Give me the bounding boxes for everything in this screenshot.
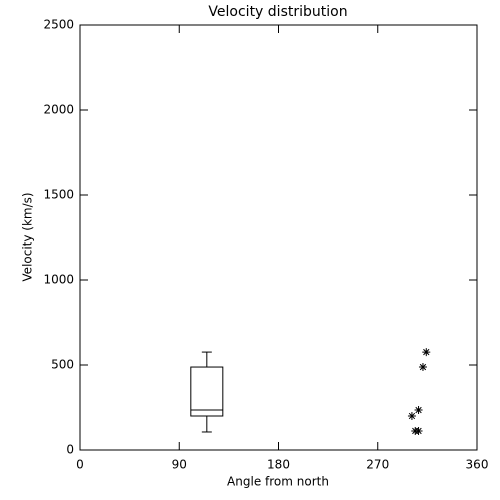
y-axis-label: Velocity (km/s)	[21, 192, 35, 281]
point	[414, 406, 423, 415]
x-tick-label: 90	[172, 458, 187, 472]
y-tick-label: 500	[51, 358, 74, 372]
x-axis-label: Angle from north	[227, 475, 329, 489]
x-tick-label: 180	[267, 458, 290, 472]
box	[190, 366, 224, 417]
point	[418, 363, 427, 372]
y-tick-label: 0	[66, 443, 74, 457]
point	[422, 348, 431, 357]
point	[407, 412, 416, 420]
x-tick-label: 360	[466, 458, 489, 472]
y-tick-label: 1500	[43, 188, 74, 202]
y-tick-label: 2500	[43, 18, 74, 32]
x-tick-label: 0	[76, 458, 84, 472]
y-tick-label: 2000	[43, 103, 74, 117]
plot-frame	[79, 24, 478, 451]
y-tick-label: 1000	[43, 273, 74, 287]
point	[414, 426, 423, 435]
chart-title: Velocity distribution	[208, 4, 347, 20]
x-tick-label: 270	[366, 458, 389, 472]
